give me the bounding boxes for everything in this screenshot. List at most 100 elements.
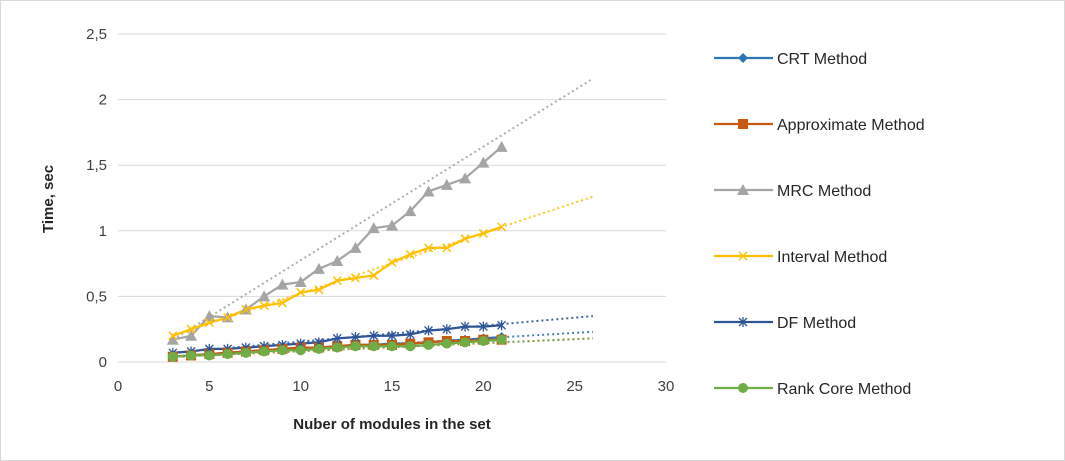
- interval-method-point: [277, 298, 287, 308]
- rank-core-method-point: [478, 336, 489, 347]
- legend-marker: [738, 383, 748, 393]
- mrc-method-point: [495, 140, 508, 152]
- interval-method-point: [460, 234, 470, 244]
- interval-method-point: [405, 249, 415, 259]
- rank-core-method-point: [222, 349, 233, 360]
- interval-method-point: [296, 287, 306, 297]
- mrc-method-trendline: [172, 77, 594, 341]
- interval-method-point: [387, 257, 397, 267]
- x-tick-label: 15: [384, 378, 401, 395]
- mrc-method-line: [172, 145, 503, 341]
- rank-core-method-point: [295, 345, 306, 356]
- legend: CRT Method Approximate Method MRC Method In…: [714, 51, 925, 398]
- rank-core-method-point: [204, 350, 215, 361]
- interval-method-point: [424, 243, 434, 253]
- df-method-point: [460, 321, 470, 332]
- rank-core-method-point: [460, 337, 471, 348]
- legend-label: Rank Core Method: [777, 381, 911, 398]
- rank-core-method-point: [240, 347, 251, 358]
- series-markers: [166, 140, 508, 362]
- legend-label: Interval Method: [777, 249, 887, 266]
- y-axis-ticks: 0 0,5 1 1,5 2 2,5: [86, 26, 107, 371]
- legend-marker: [738, 119, 748, 129]
- legend-item-mrc-method: MRC Method: [714, 183, 871, 200]
- df-method-point: [497, 320, 507, 331]
- y-tick-label: 0,5: [86, 288, 107, 305]
- df-method-point: [351, 332, 360, 343]
- mrc-method-point: [386, 219, 398, 231]
- interval-method-point: [478, 228, 488, 238]
- mrc-method-point: [185, 329, 198, 341]
- legend-marker: [738, 317, 748, 327]
- legend-label: CRT Method: [777, 51, 867, 68]
- df-method-point: [424, 325, 433, 336]
- mrc-method-point: [459, 172, 472, 184]
- x-tick-label: 20: [475, 378, 492, 395]
- mrc-method-point: [166, 333, 179, 345]
- df-method-point: [478, 321, 488, 332]
- rank-core-method-point: [368, 341, 379, 352]
- interval-method-point: [223, 312, 233, 322]
- y-tick-label: 0: [99, 354, 107, 371]
- mrc-method-point: [422, 185, 435, 197]
- df-method-point: [387, 330, 397, 341]
- y-tick-label: 1: [99, 223, 107, 240]
- rank-core-method-point: [332, 342, 343, 353]
- df-method-point: [405, 329, 415, 340]
- rank-core-method-point: [350, 341, 361, 352]
- x-tick-label: 5: [205, 378, 213, 395]
- mrc-method-point: [294, 275, 307, 287]
- interval-method-point: [314, 285, 324, 295]
- legend-label: Approximate Method: [777, 117, 925, 134]
- legend-marker: [738, 251, 748, 261]
- rank-core-method-point: [186, 350, 197, 361]
- mrc-method-point: [276, 278, 289, 290]
- mrc-method-point: [477, 156, 490, 168]
- df-method-point: [332, 333, 342, 344]
- interval-method-point: [497, 222, 507, 232]
- rank-core-method-point: [259, 346, 270, 357]
- x-tick-label: 30: [658, 378, 675, 395]
- interval-method-trendline: [172, 195, 594, 337]
- series-lines: [172, 145, 503, 358]
- mrc-method-point: [331, 254, 344, 266]
- rank-core-method-point: [423, 339, 434, 350]
- legend-item-interval-method: Interval Method: [714, 249, 887, 266]
- mrc-method-point: [440, 178, 453, 190]
- rank-core-method-point: [277, 345, 288, 356]
- gridlines: [118, 33, 666, 363]
- legend-item-crt-method: CRT Method: [714, 51, 867, 68]
- mrc-method-point: [349, 241, 362, 253]
- rank-core-method-point: [405, 341, 416, 352]
- legend-marker: [737, 184, 749, 195]
- interval-method-point: [259, 301, 269, 311]
- legend-item-df-method: DF Method: [714, 315, 856, 332]
- x-axis-ticks: 0 5 10 15 20 25 30: [114, 378, 675, 395]
- mrc-method-point: [404, 205, 417, 217]
- x-tick-label: 0: [114, 378, 122, 395]
- legend-item-rank-core-method: Rank Core Method: [714, 381, 911, 398]
- mrc-method-point: [258, 290, 271, 302]
- interval-method-point: [369, 270, 379, 280]
- y-tick-label: 2: [99, 92, 107, 109]
- mrc-method-point: [312, 262, 325, 274]
- legend-marker: [738, 53, 748, 63]
- x-tick-label: 10: [292, 378, 309, 395]
- rank-core-method-point: [441, 338, 452, 349]
- interval-method-point: [204, 318, 214, 328]
- mrc-method-point: [367, 222, 380, 234]
- interval-method-point: [332, 276, 342, 286]
- df-method-point: [369, 330, 379, 341]
- y-axis-title: Time, sec: [40, 165, 57, 233]
- rank-core-method-point: [496, 334, 507, 345]
- interval-method-point: [442, 243, 452, 253]
- interval-method-point: [168, 331, 178, 341]
- df-method-point: [442, 324, 452, 335]
- interval-method-point: [186, 324, 196, 334]
- y-tick-label: 2,5: [86, 26, 107, 43]
- rank-core-method-point: [387, 341, 397, 352]
- legend-label: MRC Method: [777, 183, 871, 200]
- legend-item-approximate-method: Approximate Method: [714, 117, 925, 134]
